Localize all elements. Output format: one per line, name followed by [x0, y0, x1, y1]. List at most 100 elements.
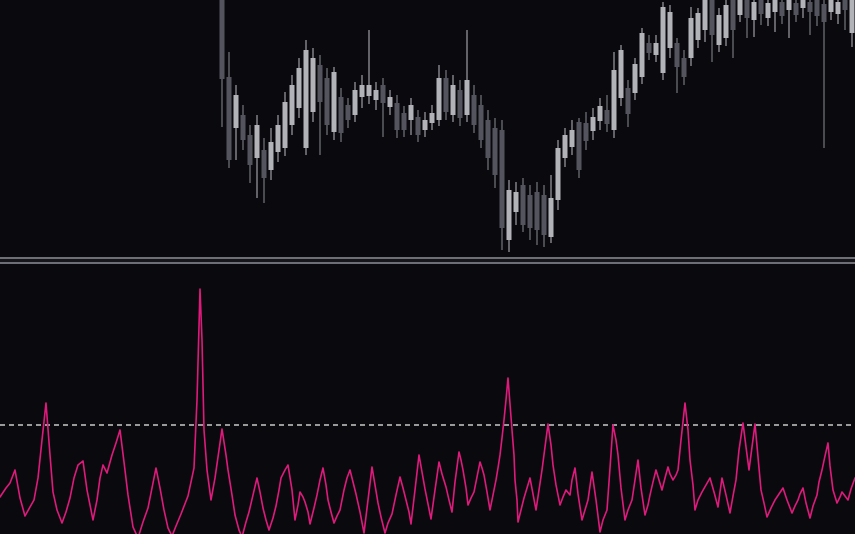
candle-body	[520, 185, 526, 225]
candle-body	[387, 97, 393, 107]
candle-body	[219, 0, 225, 79]
candle-body	[765, 3, 771, 18]
candle-body	[625, 88, 631, 114]
candle-body	[688, 18, 694, 58]
indicator-line	[0, 288, 855, 534]
candle-body	[695, 13, 701, 40]
candle-body	[569, 130, 575, 147]
candle-body	[555, 148, 561, 200]
candle-body	[415, 117, 421, 135]
candle-body	[359, 85, 365, 97]
candle-body	[541, 195, 547, 235]
candle-body	[499, 130, 505, 228]
candle-body	[233, 95, 239, 128]
candle-body	[261, 150, 267, 178]
candle-body	[338, 97, 344, 133]
candle-body	[443, 78, 449, 112]
candle-body	[779, 2, 785, 16]
candle-body	[807, 2, 813, 12]
candle-body	[380, 85, 386, 103]
candle-body	[240, 115, 246, 140]
candle-body	[751, 2, 757, 20]
candle-body	[226, 77, 232, 160]
candle-body	[296, 68, 302, 108]
candle-body	[723, 5, 729, 38]
candle-body	[429, 113, 435, 123]
candle-body	[247, 135, 253, 165]
candle-body	[352, 90, 358, 115]
candle-body	[254, 125, 260, 158]
candle-body	[464, 80, 470, 115]
candle-body	[611, 70, 617, 130]
candle-body	[842, 0, 848, 10]
candle-body	[373, 90, 379, 100]
candle-body	[758, 0, 764, 14]
candle-body	[527, 195, 533, 228]
candle-body	[681, 58, 687, 77]
candle-body	[457, 90, 463, 118]
candle-body	[289, 85, 295, 125]
candle-body	[506, 190, 512, 240]
candle-body	[786, 0, 792, 10]
candle-body	[268, 142, 274, 170]
candle-body	[639, 33, 645, 77]
candle-body	[492, 128, 498, 175]
candle-body	[849, 0, 855, 33]
candlestick-series[interactable]	[219, 0, 855, 252]
candle-body	[667, 12, 673, 48]
divider-bottom-line[interactable]	[0, 262, 855, 264]
candle-body	[702, 0, 708, 30]
candle-body	[821, 4, 827, 22]
candle-body	[660, 7, 666, 73]
candle-body	[737, 0, 743, 15]
candle-body	[471, 95, 477, 125]
candle-body	[674, 43, 680, 67]
panel-divider-splitter[interactable]	[0, 257, 855, 264]
candle-body	[709, 0, 715, 35]
candle-body	[772, 0, 778, 12]
candle-body	[590, 117, 596, 131]
candle-body	[408, 105, 414, 120]
candle-body	[394, 103, 400, 130]
candle-body	[422, 120, 428, 130]
candle-body	[366, 85, 372, 96]
candle-body	[324, 78, 330, 125]
candle-body	[436, 78, 442, 120]
candle-body	[534, 192, 540, 230]
candle-body	[576, 122, 582, 170]
indicator-series[interactable]	[0, 288, 855, 534]
divider-gap[interactable]	[0, 259, 855, 262]
candle-body	[583, 123, 589, 141]
candle-body	[478, 105, 484, 140]
candle-body	[604, 110, 610, 124]
candle-body	[618, 50, 624, 98]
candle-body	[275, 125, 281, 152]
candle-body	[485, 120, 491, 158]
candle-body	[317, 65, 323, 102]
candle-body	[597, 106, 603, 121]
candle-body	[744, 0, 750, 18]
candle-body	[513, 192, 519, 212]
candle-body	[730, 0, 736, 30]
candle-body	[562, 135, 568, 158]
candle-body	[303, 50, 309, 148]
candle-body	[331, 72, 337, 132]
candle-body	[646, 43, 652, 53]
candle-body	[450, 85, 456, 115]
candle-body	[548, 198, 554, 237]
candle-body	[310, 58, 316, 112]
candle-body	[814, 0, 820, 16]
candle-body	[828, 0, 834, 12]
candle-body	[401, 113, 407, 130]
candle-body	[716, 15, 722, 45]
candle-body	[793, 3, 799, 15]
candle-body	[282, 102, 288, 148]
candle-body	[835, 2, 841, 14]
divider-top-line[interactable]	[0, 257, 855, 259]
candle-body	[632, 64, 638, 93]
candle-body	[800, 0, 806, 8]
candle-body	[345, 105, 351, 120]
candle-body	[653, 43, 659, 55]
